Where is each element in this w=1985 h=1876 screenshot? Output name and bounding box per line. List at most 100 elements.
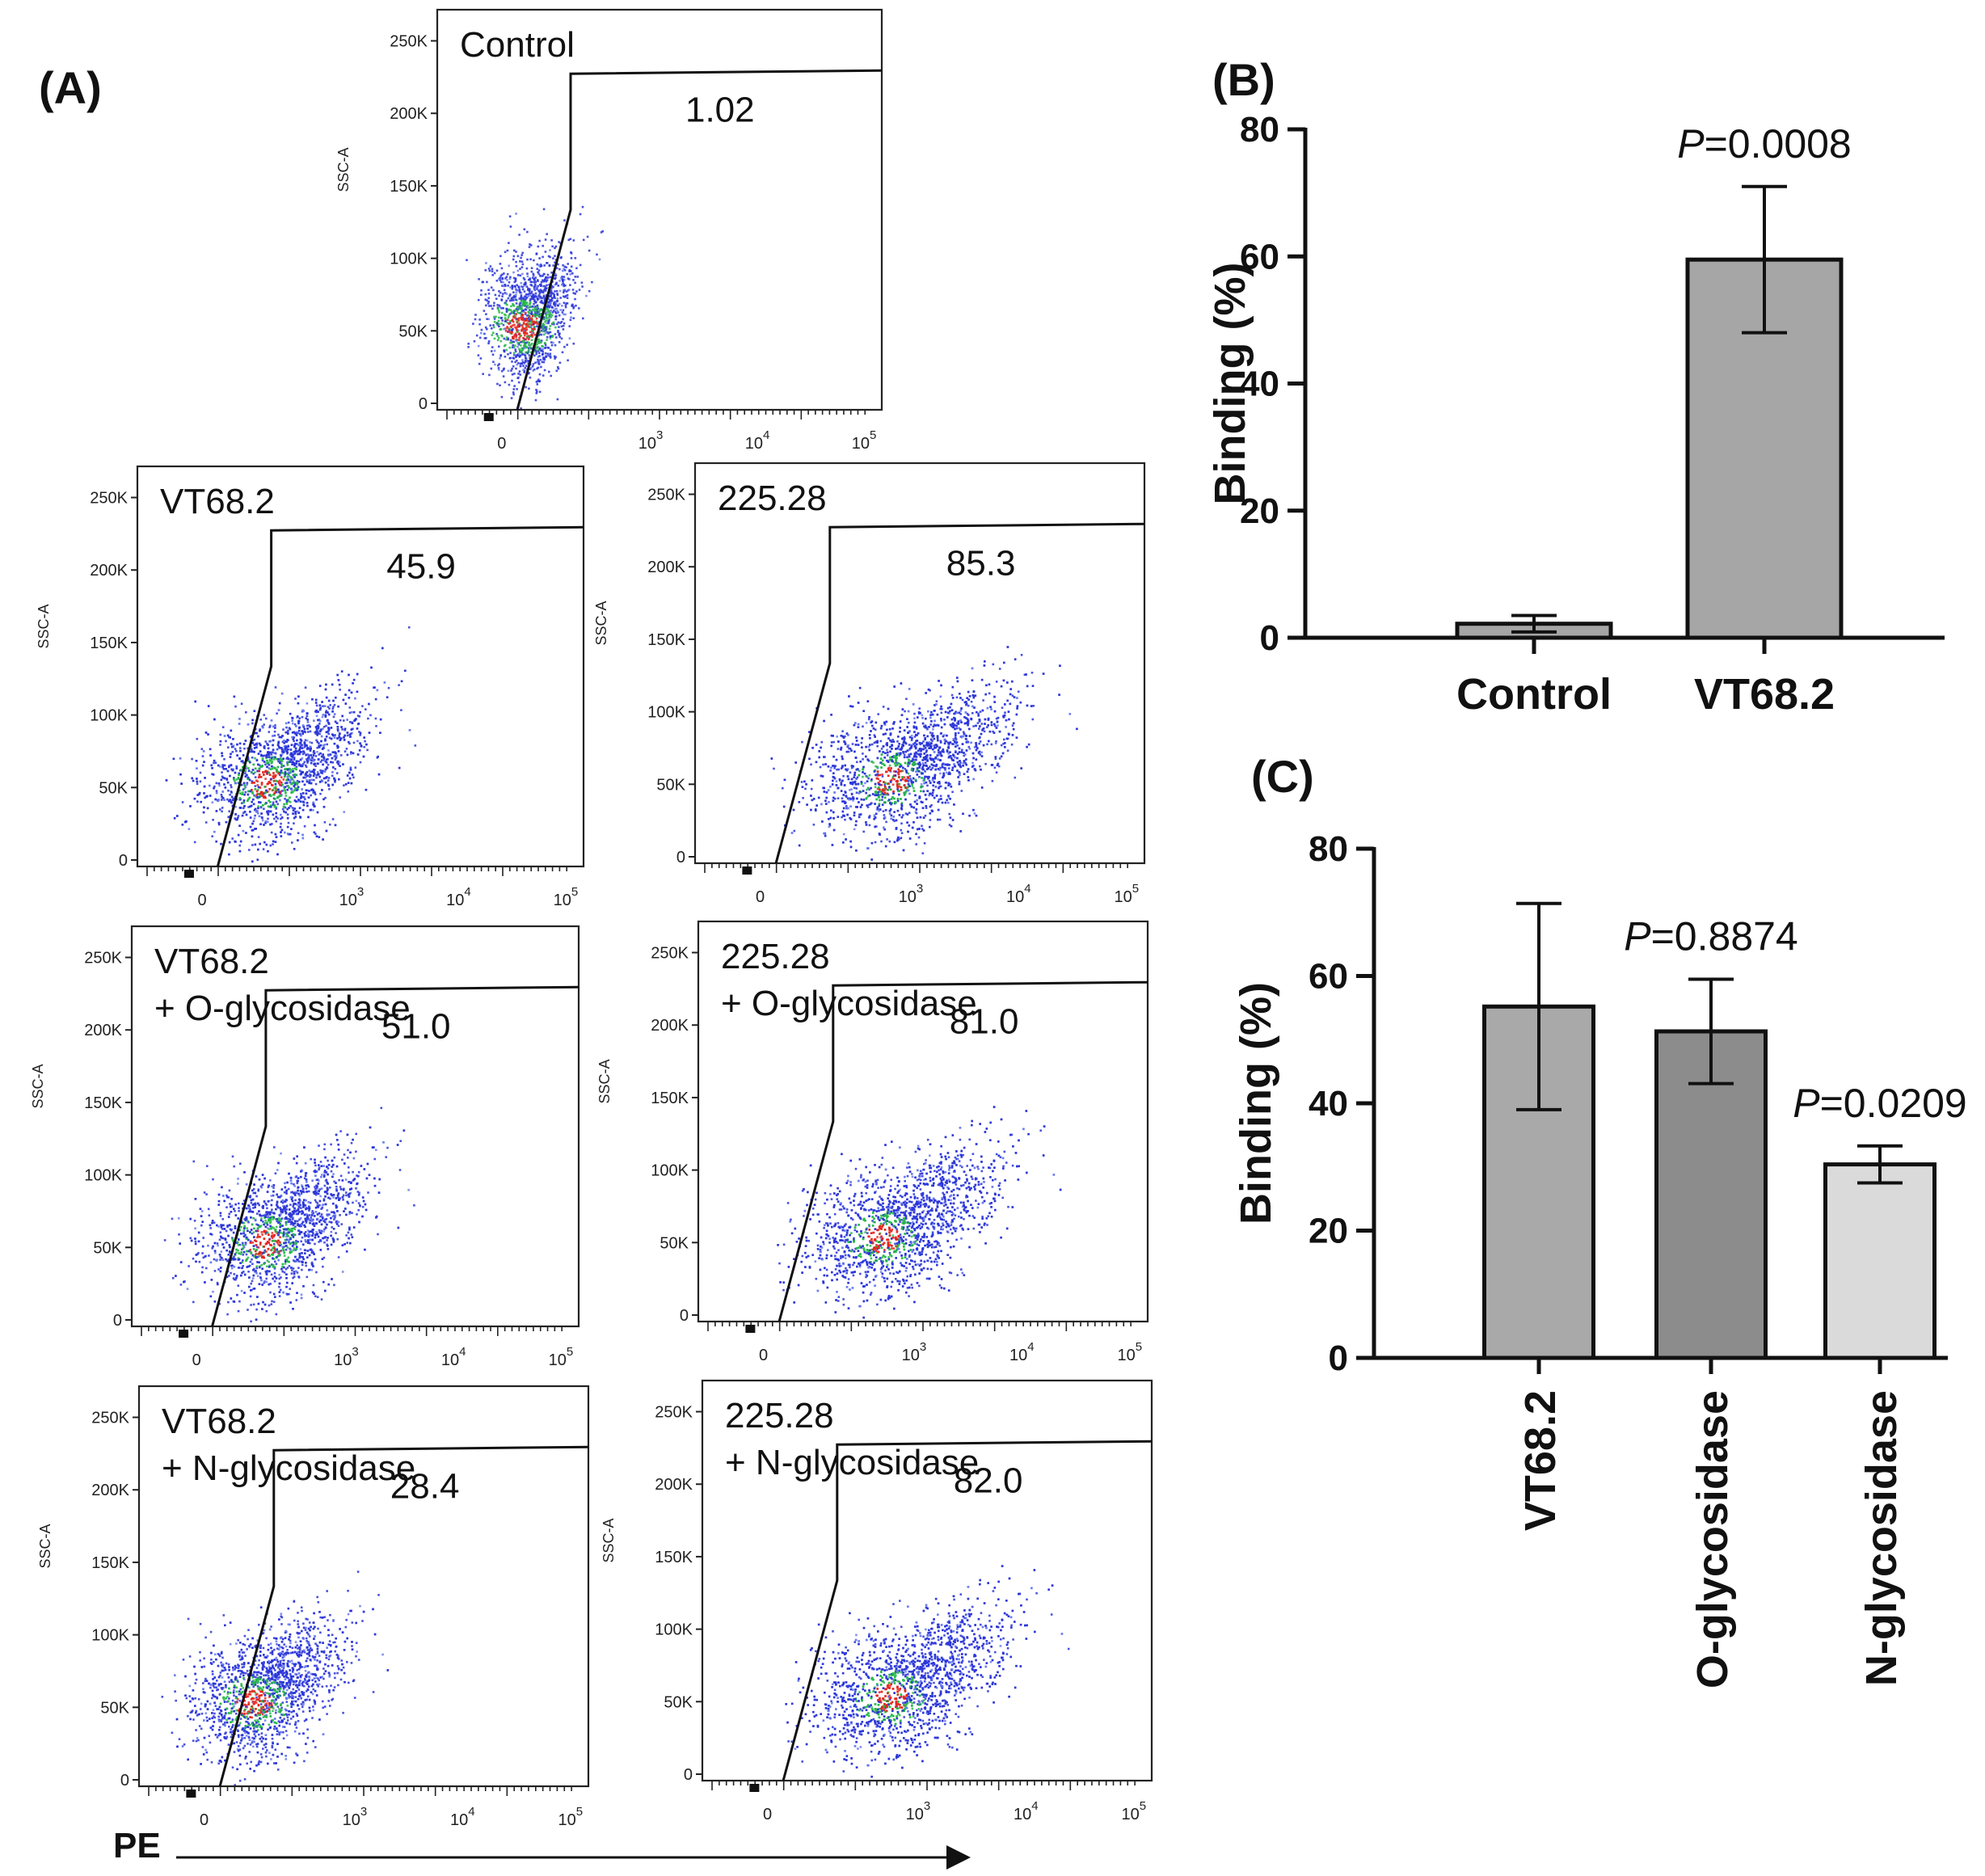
y-tick-label: 0	[684, 1766, 693, 1784]
y-axis-label: SSC-A	[596, 1059, 613, 1103]
plot-name-m22528_o: 225.28	[721, 937, 830, 976]
y-tick-label: 250K	[647, 487, 685, 504]
y-tick-label: 200K	[390, 105, 428, 123]
y-tick-label: 200K	[651, 1017, 689, 1035]
y-tick-label: 250K	[390, 33, 428, 51]
pe-axis-label: PE	[113, 1826, 161, 1865]
gate-percent-vt682_o: 51.0	[381, 1007, 451, 1047]
plot-name-vt682: VT68.2	[160, 482, 275, 521]
dots-vt682_n	[161, 1570, 390, 1786]
y-tick-label: 100K	[651, 1162, 689, 1180]
p-value-annotation: P=0.8874	[1624, 913, 1798, 959]
plot-name-vt682_o: VT68.2	[154, 942, 269, 981]
gate-line	[218, 1445, 589, 1787]
y-axis-label: Binding (%)	[1232, 982, 1280, 1225]
x-tick-label: 105	[554, 885, 579, 909]
y-tick-label: 100K	[91, 1627, 129, 1645]
y-tick-label: 50K	[398, 323, 428, 340]
x-tick-label: 103	[899, 882, 924, 906]
x-tick-label: 105	[558, 1805, 583, 1829]
dots-m22528	[770, 646, 1078, 861]
plot-name-vt682_n: + N-glycosidase	[162, 1448, 415, 1488]
panel-label-a: (A)	[39, 62, 102, 113]
x-tick-label: 0	[192, 1351, 201, 1369]
dots-m22528_n	[785, 1565, 1070, 1778]
plot-name-vt682_o: + O-glycosidase	[154, 989, 411, 1028]
y-tick-label: 50K	[660, 1234, 689, 1252]
x-tick-label: 103	[906, 1799, 931, 1823]
x-tick-label: 0	[497, 435, 506, 453]
y-tick-label: 40	[1240, 365, 1279, 404]
gate-percent-vt682: 45.9	[386, 547, 456, 587]
y-tick-label: 200K	[91, 1482, 129, 1499]
x-tick-label: 0	[756, 888, 765, 906]
x-tick-label: 105	[549, 1345, 574, 1369]
y-tick-label: 200K	[90, 562, 128, 580]
y-tick-label: 0	[680, 1307, 689, 1325]
x-tick-label: 104	[441, 1345, 466, 1369]
y-tick-label: 250K	[91, 1410, 129, 1427]
gate-percent-m22528_o: 81.0	[950, 1002, 1019, 1042]
x-tick-label: 103	[334, 1345, 359, 1369]
category-label: N-glycosidase	[1857, 1390, 1906, 1686]
dots-vt682_o	[163, 1107, 415, 1323]
y-tick-label: 250K	[655, 1404, 693, 1422]
category-label: VT68.2	[1694, 670, 1835, 719]
panel-c-bar-chart: 0 20 40 60 80 Binding (%) VT68.2 O-glycosidase P…	[1232, 829, 1967, 1688]
y-tick-label: 100K	[90, 707, 128, 725]
gate-percent-control: 1.02	[685, 91, 755, 130]
plot-name-vt682_n: VT68.2	[162, 1402, 276, 1441]
gate-percent-m22528: 85.3	[946, 544, 1016, 584]
bar-n-glycosidase	[1823, 1162, 1937, 1360]
x-tick-label: 104	[745, 428, 770, 453]
flow-plot-m22528: 225.28 85.3 0 50K 100K 150K 200K 250K SSC-A 0 103 1…	[593, 462, 1146, 906]
x-tick-label: 103	[339, 885, 365, 909]
x-tick-label: 104	[1006, 882, 1031, 906]
y-tick-label: 150K	[91, 1554, 129, 1572]
p-value-annotation: P=0.0209	[1793, 1081, 1967, 1126]
y-tick-label: 0	[113, 1312, 122, 1330]
plot-name-m22528: 225.28	[718, 478, 827, 518]
plot-name-m22528_n: + N-glycosidase	[725, 1443, 979, 1482]
dots-vt682	[165, 626, 417, 863]
y-tick-label: 150K	[84, 1094, 122, 1112]
y-axis-label: SSC-A	[30, 1064, 46, 1108]
category-label: VT68.2	[1516, 1390, 1565, 1531]
y-tick-label: 100K	[647, 704, 685, 722]
gate-percent-vt682_n: 28.4	[390, 1467, 460, 1507]
plot-name-m22528_o: + O-glycosidase	[721, 984, 977, 1023]
dots-m22528_o	[777, 1106, 1062, 1319]
y-tick-label: 80	[1309, 829, 1348, 869]
gate-line	[774, 522, 1145, 864]
flow-plot-control: Control 1.02 0 50K 100K 150K 200K 250K SSC-A 0 103…	[335, 8, 883, 453]
plot-name-m22528_n: 225.28	[725, 1396, 834, 1435]
panel-label-c: (C)	[1251, 751, 1314, 802]
plot-frame	[693, 462, 1146, 865]
y-tick-label: 0	[419, 395, 428, 413]
y-axis-label: SSC-A	[601, 1518, 617, 1562]
y-tick-label: 20	[1309, 1212, 1348, 1251]
plot-frame	[697, 920, 1149, 1323]
y-tick-label: 60	[1309, 957, 1348, 997]
y-tick-label: 100K	[655, 1621, 693, 1639]
panel-b-bar-chart: 0 20 40 60 80 Binding (%) Control VT68.2 P=0.000…	[1206, 110, 1945, 719]
category-label: Control	[1456, 670, 1612, 719]
panel-a-flow-cytometry: Control 1.02 0 50K 100K 150K 200K 250K SSC-A 0 103…	[30, 8, 1153, 1829]
y-tick-label: 100K	[84, 1167, 122, 1185]
y-tick-label: 0	[676, 849, 685, 866]
y-axis-label: Binding (%)	[1206, 263, 1254, 505]
x-tick-label: 0	[759, 1347, 768, 1364]
y-tick-label: 150K	[651, 1090, 689, 1107]
y-tick-label: 200K	[84, 1022, 122, 1039]
y-axis-label: SSC-A	[36, 604, 52, 648]
p-value-annotation: P=0.0008	[1677, 121, 1852, 167]
y-tick-label: 50K	[656, 776, 685, 794]
y-tick-label: 150K	[390, 178, 428, 196]
x-tick-label: 103	[902, 1340, 927, 1364]
gate-percent-m22528_n: 82.0	[954, 1461, 1023, 1501]
y-tick-label: 50K	[100, 1699, 129, 1717]
x-tick-label: 105	[852, 428, 877, 453]
